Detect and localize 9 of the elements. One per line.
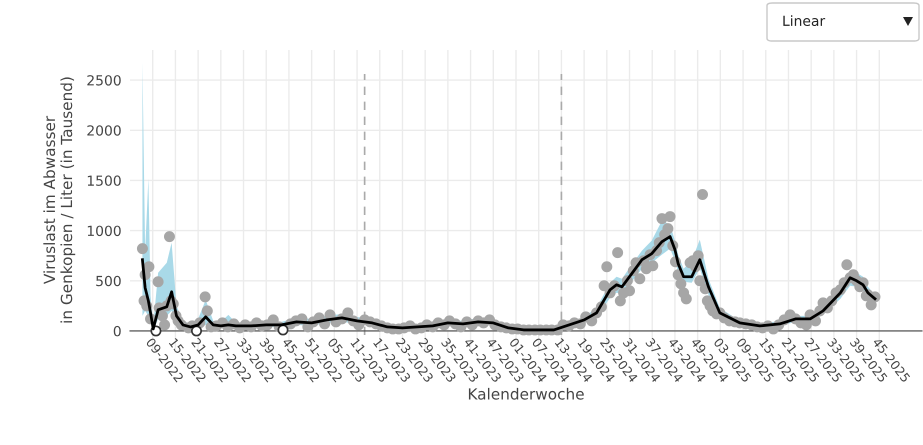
y-tick-label: 2000: [87, 125, 121, 136]
y-axis-title: Viruslast im Abwasser in Genkopien / Liter (in Tausend): [43, 77, 76, 322]
text: Linear: [783, 15, 826, 26]
y-tick-label: 500: [96, 276, 121, 286]
y-tick-label: 2500: [87, 75, 121, 86]
y-tick-label: 1500: [88, 175, 121, 186]
y-tick-label: 1000: [88, 226, 121, 236]
y-tick-label: 0: [114, 326, 121, 336]
x-axis-title: Kalenderwoche: [468, 388, 584, 400]
